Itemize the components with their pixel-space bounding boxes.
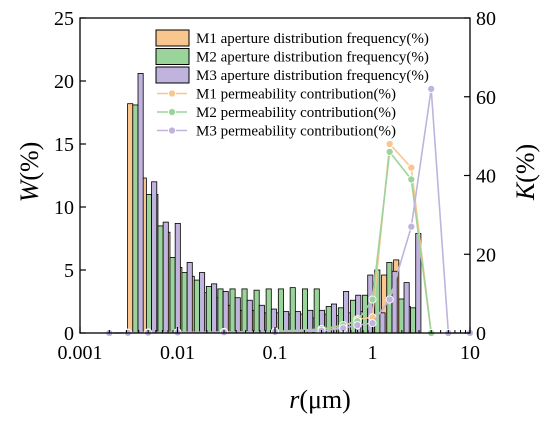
bar-m3	[379, 312, 386, 334]
legend-label-m3-permeability: M3 permeability contribution(%)	[196, 124, 396, 140]
left-axis-title-main: W	[15, 178, 44, 202]
x-axis-title: r(μm)	[289, 385, 351, 414]
bar-m2	[229, 288, 236, 334]
legend-swatch-m3	[155, 66, 190, 84]
right-y-tick-label: 20	[476, 244, 496, 266]
bar-m2	[277, 288, 284, 334]
point-m3	[368, 319, 377, 328]
legend-label-m3-aperture: M3 aperture distribution frequency(%)	[196, 68, 429, 84]
left-y-tick-label: 25	[54, 8, 74, 30]
x-axis-title-unit: (μm)	[299, 385, 350, 414]
bar-m2	[169, 256, 176, 334]
legend-swatch-m2	[155, 48, 190, 65]
bar-m2	[157, 225, 164, 334]
x-axis-title-main: r	[289, 385, 300, 414]
left-y-tick-label: 0	[64, 323, 74, 345]
right-y-tick-label: 0	[476, 323, 486, 345]
legend-label-m1-permeability: M1 permeability contribution(%)	[196, 87, 396, 103]
bar-m3	[403, 282, 410, 334]
bar-m3	[211, 283, 218, 334]
bar-m2	[193, 279, 200, 334]
bar-m2	[289, 287, 296, 334]
legend-marker-m2	[167, 107, 177, 117]
legend-marker-m1	[167, 89, 177, 98]
legend: M1 aperture distribution frequency(%) M2 …	[155, 29, 429, 140]
left-axis-title-unit: (%)	[15, 142, 44, 181]
right-axis-title-main: K	[511, 181, 540, 201]
x-tick-label: 0.01	[160, 342, 195, 364]
left-y-tick-label: 5	[64, 260, 74, 282]
legend-label-m1-aperture: M1 aperture distribution frequency(%)	[196, 31, 429, 47]
bar-m2	[253, 289, 260, 334]
right-y-tick-label: 80	[476, 8, 496, 30]
right-y-tick-label: 60	[476, 87, 496, 109]
left-y-tick-label: 10	[54, 197, 74, 219]
bar-m3	[283, 311, 290, 334]
legend-swatch-m1	[155, 29, 190, 47]
point-m3	[427, 84, 436, 93]
legend-marker-m3	[167, 126, 177, 135]
bar-m2	[145, 193, 152, 334]
point-m2	[407, 175, 416, 184]
bar-m2	[241, 288, 248, 334]
x-tick-label: 1	[368, 342, 378, 364]
left-y-tick-label: 15	[54, 134, 74, 156]
left-y-tick-label: 20	[54, 71, 74, 93]
bar-m3	[246, 299, 253, 334]
point-m1	[385, 139, 394, 149]
bar-m2	[181, 272, 188, 334]
right-axis-title-unit: (%)	[511, 144, 540, 183]
bar-m3	[258, 304, 265, 334]
point-m2	[385, 147, 394, 156]
bar-m2	[265, 288, 272, 334]
bar-m2	[132, 104, 139, 334]
bar-m3	[222, 291, 229, 334]
bar-m2	[205, 285, 212, 334]
bar-m3	[234, 297, 241, 334]
right-axis-title: K(%)	[511, 144, 540, 201]
point-m3	[385, 295, 394, 304]
legend-label-m2-aperture: M2 aperture distribution frequency(%)	[196, 50, 429, 66]
point-m1	[407, 163, 416, 172]
x-tick-label: 10	[460, 342, 480, 364]
bar-m1	[127, 103, 134, 334]
legend-label-m2-permeability: M2 permeability contribution(%)	[196, 105, 396, 121]
bar-m3	[162, 221, 169, 334]
bar-m2	[398, 298, 405, 334]
bar-m3	[137, 73, 144, 334]
bar-m3	[186, 262, 193, 334]
bar-m2	[217, 288, 224, 334]
point-m3	[353, 321, 362, 330]
point-m2	[368, 295, 377, 304]
bar-m2	[301, 288, 308, 334]
bar-m3	[151, 181, 158, 334]
bar-m2	[410, 307, 417, 334]
point-m3	[407, 222, 416, 231]
bar-m3	[174, 222, 181, 334]
left-axis-title: W(%)	[15, 142, 44, 203]
x-tick-label: 0.001	[58, 342, 103, 364]
x-tick-label: 0.1	[263, 342, 288, 364]
right-y-tick-label: 40	[476, 166, 496, 188]
bar-m3	[199, 272, 206, 334]
